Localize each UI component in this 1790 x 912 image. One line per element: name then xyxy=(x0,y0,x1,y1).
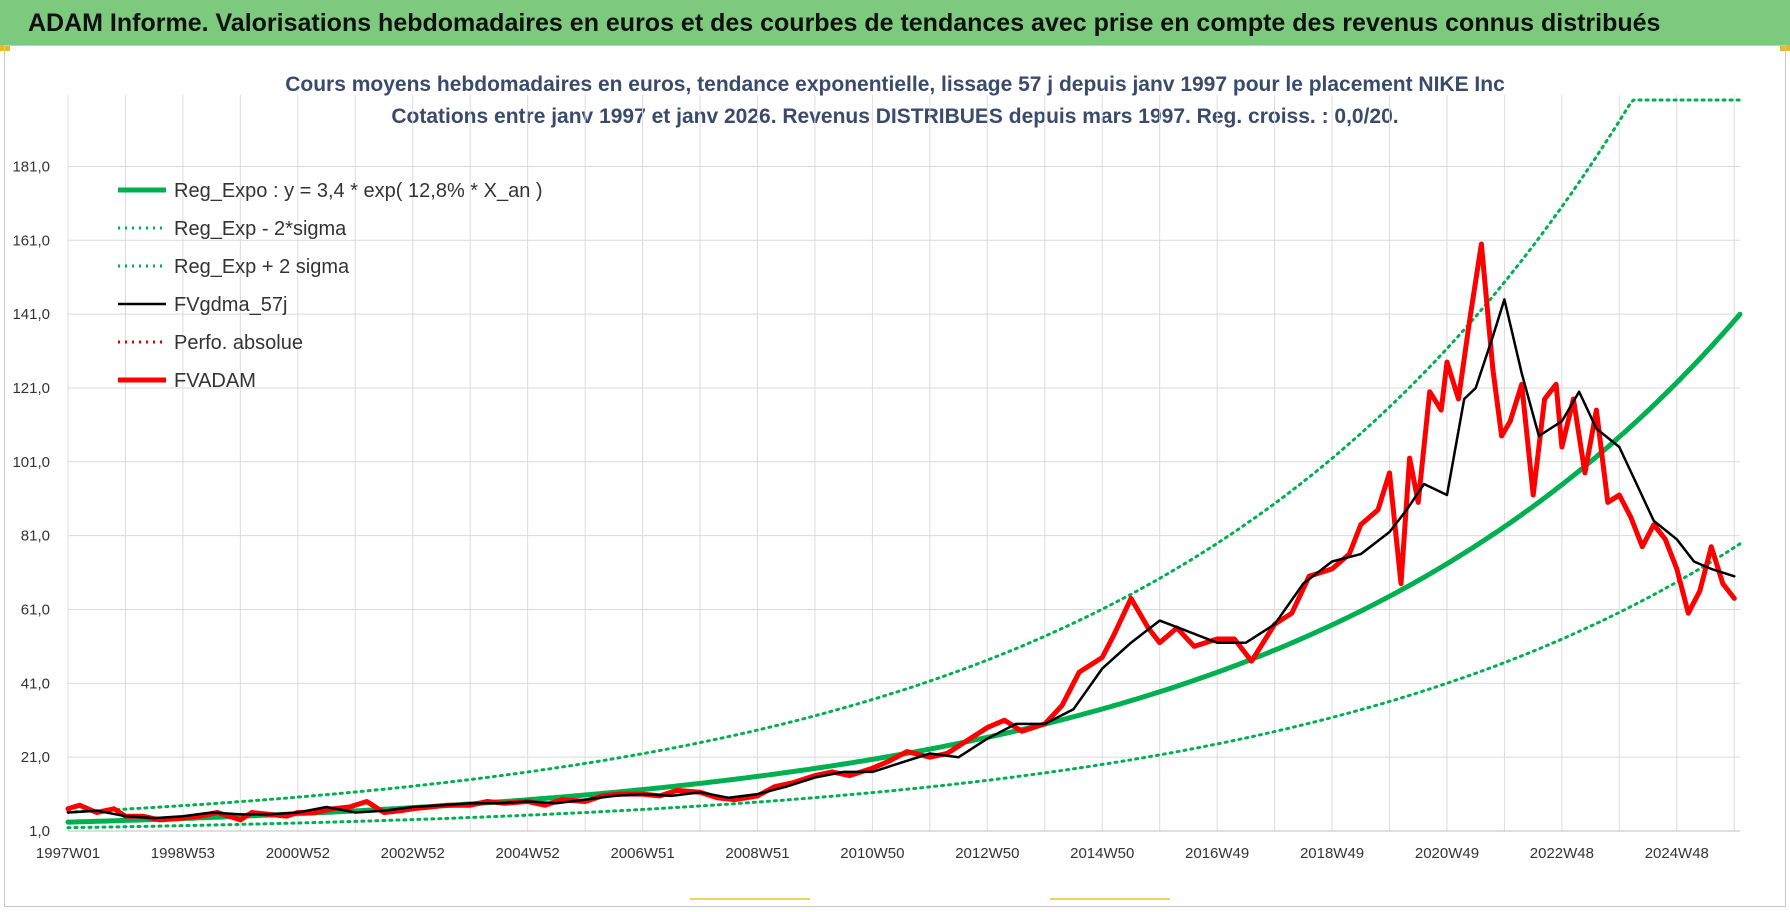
y-tick-label: 81,0 xyxy=(21,528,50,545)
series-line-2 xyxy=(66,542,1742,830)
series-line-6 xyxy=(65,241,1737,823)
legend-label: Reg_Expo : y = 3,4 * exp( 12,8% * X_an ) xyxy=(174,180,543,202)
y-tick-label: 181,0 xyxy=(12,158,50,175)
series-line-4 xyxy=(66,298,1736,820)
y-axis: 1,0 21,0 41,0 61,0 81,0 101,0 121,0 141,0 161,0 1… xyxy=(12,158,50,840)
legend-label: FVADAM xyxy=(174,370,256,392)
x-tick-label: 2002W52 xyxy=(381,845,445,862)
grid-lines xyxy=(67,95,1740,832)
legend-label: FVgdma_57j xyxy=(174,294,287,316)
y-tick-label: 21,0 xyxy=(21,749,50,766)
y-tick-label: 121,0 xyxy=(12,380,50,397)
legend-label: Reg_Exp - 2*sigma xyxy=(174,218,347,240)
x-tick-label: 1997W01 xyxy=(36,845,100,862)
y-tick-label: 161,0 xyxy=(12,232,50,249)
corner-accent xyxy=(0,45,10,51)
x-tick-label: 2010W50 xyxy=(840,845,904,862)
y-tick-label: 61,0 xyxy=(21,601,50,618)
x-tick-label: 2000W52 xyxy=(266,845,330,862)
series-line-1 xyxy=(65,311,1743,825)
series-lines xyxy=(65,98,1743,830)
x-tick-label: 2024W48 xyxy=(1645,845,1709,862)
x-tick-label: 2020W49 xyxy=(1415,845,1479,862)
y-tick-label: 141,0 xyxy=(12,306,50,323)
bottom-accent xyxy=(690,898,810,900)
chart-title: Cours moyens hebdomadaires en euros, ten… xyxy=(285,73,1505,96)
legend-label: Reg_Exp + 2 sigma xyxy=(174,256,350,278)
y-tick-label: 41,0 xyxy=(21,675,50,692)
legend-label: Perfo. absolue xyxy=(174,332,303,354)
x-tick-label: 2016W49 xyxy=(1185,845,1249,862)
report-banner xyxy=(0,0,1790,45)
x-tick-label: 2014W50 xyxy=(1070,845,1134,862)
y-tick-label: 101,0 xyxy=(12,454,50,471)
x-tick-label: 2008W51 xyxy=(725,845,789,862)
series-line-3 xyxy=(66,98,1742,814)
report-title: ADAM Informe. Valorisations hebdomadaire… xyxy=(28,9,1661,37)
chart-frame xyxy=(4,45,1786,907)
x-tick-label: 2018W49 xyxy=(1300,845,1364,862)
chart-subtitle: Cotations entre janv 1997 et janv 2026. … xyxy=(391,105,1399,128)
x-axis: 1997W01 1998W53 2000W52 2002W52 2004W52 2006W… xyxy=(36,830,1740,862)
x-tick-label: 2012W50 xyxy=(955,845,1019,862)
x-tick-label: 2004W52 xyxy=(496,845,560,862)
bottom-accent xyxy=(1050,898,1170,900)
x-tick-label: 2006W51 xyxy=(610,845,674,862)
legend: Reg_Expo : y = 3,4 * exp( 12,8% * X_an )… xyxy=(118,180,543,392)
y-tick-label: 1,0 xyxy=(29,823,50,840)
x-tick-label: 1998W53 xyxy=(151,845,215,862)
x-tick-label: 2022W48 xyxy=(1530,845,1594,862)
